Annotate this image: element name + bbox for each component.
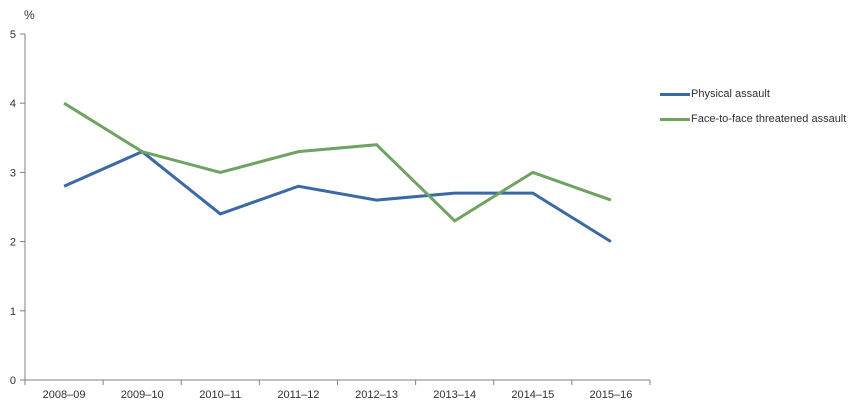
y-tick-label: 1 <box>10 306 16 318</box>
legend-swatch-icon <box>660 92 690 96</box>
legend-item: Physical assault <box>660 88 846 100</box>
legend-swatch-icon <box>660 117 690 121</box>
x-tick-label: 2015–16 <box>590 389 633 401</box>
x-tick-label: 2013–14 <box>433 389 476 401</box>
y-tick-label: 5 <box>10 29 16 41</box>
legend-item: Face-to-face threatened assault <box>660 113 846 125</box>
x-tick-label: 2008–09 <box>43 389 86 401</box>
legend: Physical assault Face-to-face threatened … <box>660 88 846 125</box>
legend-label: Face-to-face threatened assault <box>691 113 847 125</box>
y-tick-label: 4 <box>10 98 16 110</box>
y-axis-unit-label: % <box>24 8 35 22</box>
y-tick-label: 3 <box>10 167 16 179</box>
x-tick-label: 2014–15 <box>511 389 554 401</box>
x-tick-label: 2009–10 <box>121 389 164 401</box>
series-line-physical-assault <box>63 149 612 243</box>
x-tick-label: 2012–13 <box>355 389 398 401</box>
series-line-face-to-face-threatened-assault <box>63 101 612 223</box>
y-tick-label: 2 <box>10 237 16 249</box>
x-tick-label: 2011–12 <box>277 389 319 401</box>
y-tick-label: 0 <box>10 375 16 387</box>
x-tick-label: 2010–11 <box>199 389 241 401</box>
legend-label: Physical assault <box>691 88 770 100</box>
